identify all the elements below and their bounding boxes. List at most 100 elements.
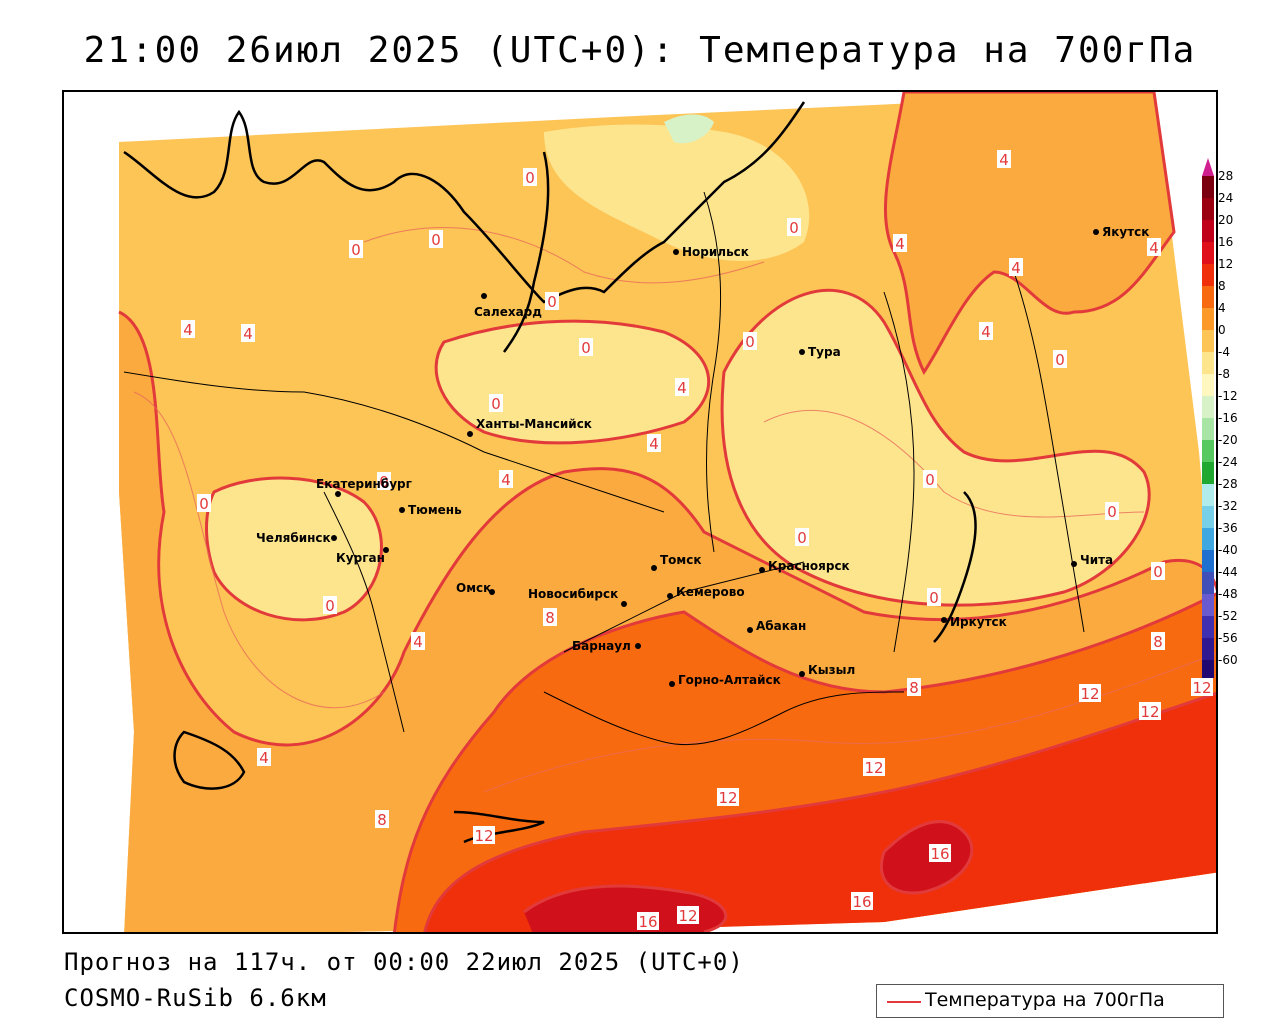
temp-band-minus-4-0 [664, 114, 714, 144]
isotherm-label: 0 [325, 597, 335, 615]
city-abakan[interactable]: Абакан [747, 619, 806, 633]
isotherm-label: 0 [929, 589, 939, 607]
isotherm-label: 12 [718, 789, 737, 807]
isotherm-label: 0 [925, 471, 935, 489]
city-kurgan[interactable]: Курган [336, 547, 389, 565]
colorbar-tick-label: -24 [1218, 455, 1238, 469]
city-novosibirsk[interactable]: Новосибирск [528, 587, 627, 607]
city-dot-icon [667, 593, 673, 599]
colorbar-tick-label: -32 [1218, 499, 1238, 513]
isotherm-label: 0 [525, 169, 535, 187]
city-tura[interactable]: Тура [799, 345, 841, 359]
legend-label: Температура на 700гПа [925, 989, 1165, 1011]
isotherm-label: 0 [1107, 503, 1117, 521]
isotherm-label: 4 [501, 471, 511, 489]
colorbar-arrow-up-icon [1202, 158, 1214, 176]
city-dot-icon [399, 507, 405, 513]
city-name: Новосибирск [528, 587, 618, 601]
city-name: Курган [336, 551, 385, 565]
city-name: Тура [808, 345, 841, 359]
colorbar-swatch [1202, 286, 1214, 308]
city-dot-icon [1093, 229, 1099, 235]
colorbar-tick-label: -52 [1218, 609, 1238, 623]
city-dot-icon [331, 535, 337, 541]
city-chelyabinsk[interactable]: Челябинск [256, 531, 337, 545]
colorbar-swatch [1202, 638, 1214, 660]
isotherm-label: 16 [852, 893, 871, 911]
colorbar-tick-label: -60 [1218, 653, 1238, 667]
colorbar-swatch [1202, 506, 1214, 528]
city-dot-icon [383, 547, 389, 553]
city-name: Чита [1080, 553, 1113, 567]
city-irkutsk[interactable]: Иркутск [941, 615, 1007, 629]
colorbar-swatch [1202, 594, 1214, 616]
city-tyumen[interactable]: Тюмень [399, 503, 462, 517]
isotherm-label: 0 [789, 219, 799, 237]
region-borders [123, 191, 1085, 746]
city-name: Абакан [756, 619, 806, 633]
city-khanty-mansiysk[interactable]: Ханты-Мансийск [467, 417, 592, 437]
coastline [123, 101, 977, 844]
isotherm-label: 12 [864, 759, 883, 777]
city-salekhard[interactable]: Салехард [474, 293, 542, 319]
colorbar-tick-label: 28 [1218, 169, 1233, 183]
isotherm-label: 4 [1149, 239, 1159, 257]
isotherm-label: 8 [909, 679, 919, 697]
city-dot-icon [467, 431, 473, 437]
colorbar-swatch [1202, 462, 1214, 484]
colorbar-tick-label: 24 [1218, 191, 1233, 205]
isotherm-label: 12 [678, 907, 697, 925]
isotherm-label: 4 [1011, 259, 1021, 277]
colorbar-swatch [1202, 198, 1214, 220]
city-name: Иркутск [950, 615, 1007, 629]
isotherm-label: 8 [1153, 633, 1163, 651]
colorbar-tick-label: 20 [1218, 213, 1233, 227]
isotherm-label: 12 [1140, 703, 1159, 721]
model-info: COSMO-RuSib 6.6км [64, 984, 327, 1012]
city-omsk[interactable]: Омск [456, 581, 495, 595]
isotherm-label: 12 [474, 827, 493, 845]
isotherm-label: 0 [1153, 563, 1163, 581]
isotherm-label-group: 4 4 0 0 0 0 0 4 4 4 4 4 0 0 0 4 0 4 0 0 … [181, 150, 1213, 931]
colorbar-tick-label: -56 [1218, 631, 1238, 645]
map-view[interactable]: 4 4 0 0 0 0 0 4 4 4 4 4 0 0 0 4 0 4 0 0 … [62, 90, 1218, 934]
city-tomsk[interactable]: Томск [651, 553, 702, 571]
city-chita[interactable]: Чита [1071, 553, 1113, 567]
colorbar-tick-label: -48 [1218, 587, 1238, 601]
city-kyzyl[interactable]: Кызыл [799, 663, 855, 677]
legend: Температура на 700гПа [876, 984, 1224, 1018]
isotherm-label: 0 [547, 293, 557, 311]
colorbar-swatch [1202, 330, 1214, 352]
colorbar-swatch [1202, 352, 1214, 374]
colorbar-tick-label: -44 [1218, 565, 1238, 579]
city-dot-icon [1071, 561, 1077, 567]
isotherm-label: 12 [1080, 685, 1099, 703]
colorbar-tick-label: 4 [1218, 301, 1226, 315]
isotherm-label: 0 [379, 473, 389, 491]
colorbar-swatches [1202, 158, 1214, 678]
colorbar-swatch [1202, 528, 1214, 550]
city-name: Горно-Алтайск [678, 673, 781, 687]
city-name: Тюмень [408, 503, 462, 517]
isotherm-label: 0 [431, 231, 441, 249]
city-barnaul[interactable]: Барнаул [572, 639, 641, 653]
city-yakutsk[interactable]: Якутск [1093, 225, 1149, 239]
colorbar-swatch [1202, 264, 1214, 286]
colorbar-tick-label: -28 [1218, 477, 1238, 491]
city-name: Омск [456, 581, 491, 595]
city-yekaterinburg[interactable]: Екатеринбург [316, 477, 412, 497]
colorbar-tick-label: -20 [1218, 433, 1238, 447]
city-norilsk[interactable]: Норильск [673, 245, 749, 259]
colorbar-swatch [1202, 660, 1214, 678]
city-gorno-altaysk[interactable]: Горно-Алтайск [669, 673, 781, 687]
isotherm-label: 8 [377, 811, 387, 829]
city-name: Томск [660, 553, 702, 567]
city-dot-icon [335, 491, 341, 497]
city-kemerovo[interactable]: Кемерово [667, 585, 745, 599]
page-title: 21:00 26июл 2025 (UTC+0): Температура на… [83, 30, 1197, 71]
city-krasnoyarsk[interactable]: Красноярск [759, 559, 850, 573]
colorbar-tick-label: -40 [1218, 543, 1238, 557]
city-name: Ханты-Мансийск [476, 417, 592, 431]
isotherm-label: 4 [243, 325, 253, 343]
colorbar-swatch [1202, 440, 1214, 462]
